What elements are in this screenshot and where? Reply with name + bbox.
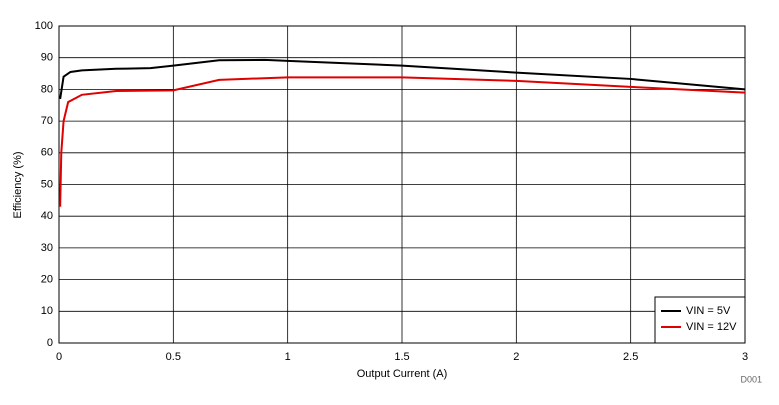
y-tick-label: 100 [35,20,53,32]
line-series [59,76,746,207]
x-tick-label: 2.5 [623,351,638,363]
y-tick-label: 50 [41,178,53,190]
x-tick-label: 1.5 [394,351,409,363]
x-tick-label: 2 [513,351,519,363]
legend-label: VIN = 12V [686,321,737,333]
y-tick-label: 40 [41,210,53,222]
y-tick-label: 80 [41,83,53,95]
y-tick-label: 90 [41,52,53,64]
x-tick-label: 0.5 [166,351,181,363]
y-tick-label: 70 [41,115,53,127]
line-series [59,58,746,100]
y-tick-label: 10 [41,305,53,317]
x-tick-label: 0 [56,351,62,363]
y-tick-label: 20 [41,274,53,286]
y-tick-label: 30 [41,242,53,254]
plot-frame [58,25,746,344]
legend-label: VIN = 5V [686,305,731,317]
y-tick-label: 0 [47,337,53,349]
y-tick-label: 60 [41,147,53,159]
x-tick-label: 1 [285,351,291,363]
legend-box [654,296,746,344]
annotation: D001 [740,374,762,384]
y-axis-label: Efficiency (%) [12,151,24,218]
x-tick-label: 3 [742,351,748,363]
x-axis-label: Output Current (A) [357,368,447,380]
